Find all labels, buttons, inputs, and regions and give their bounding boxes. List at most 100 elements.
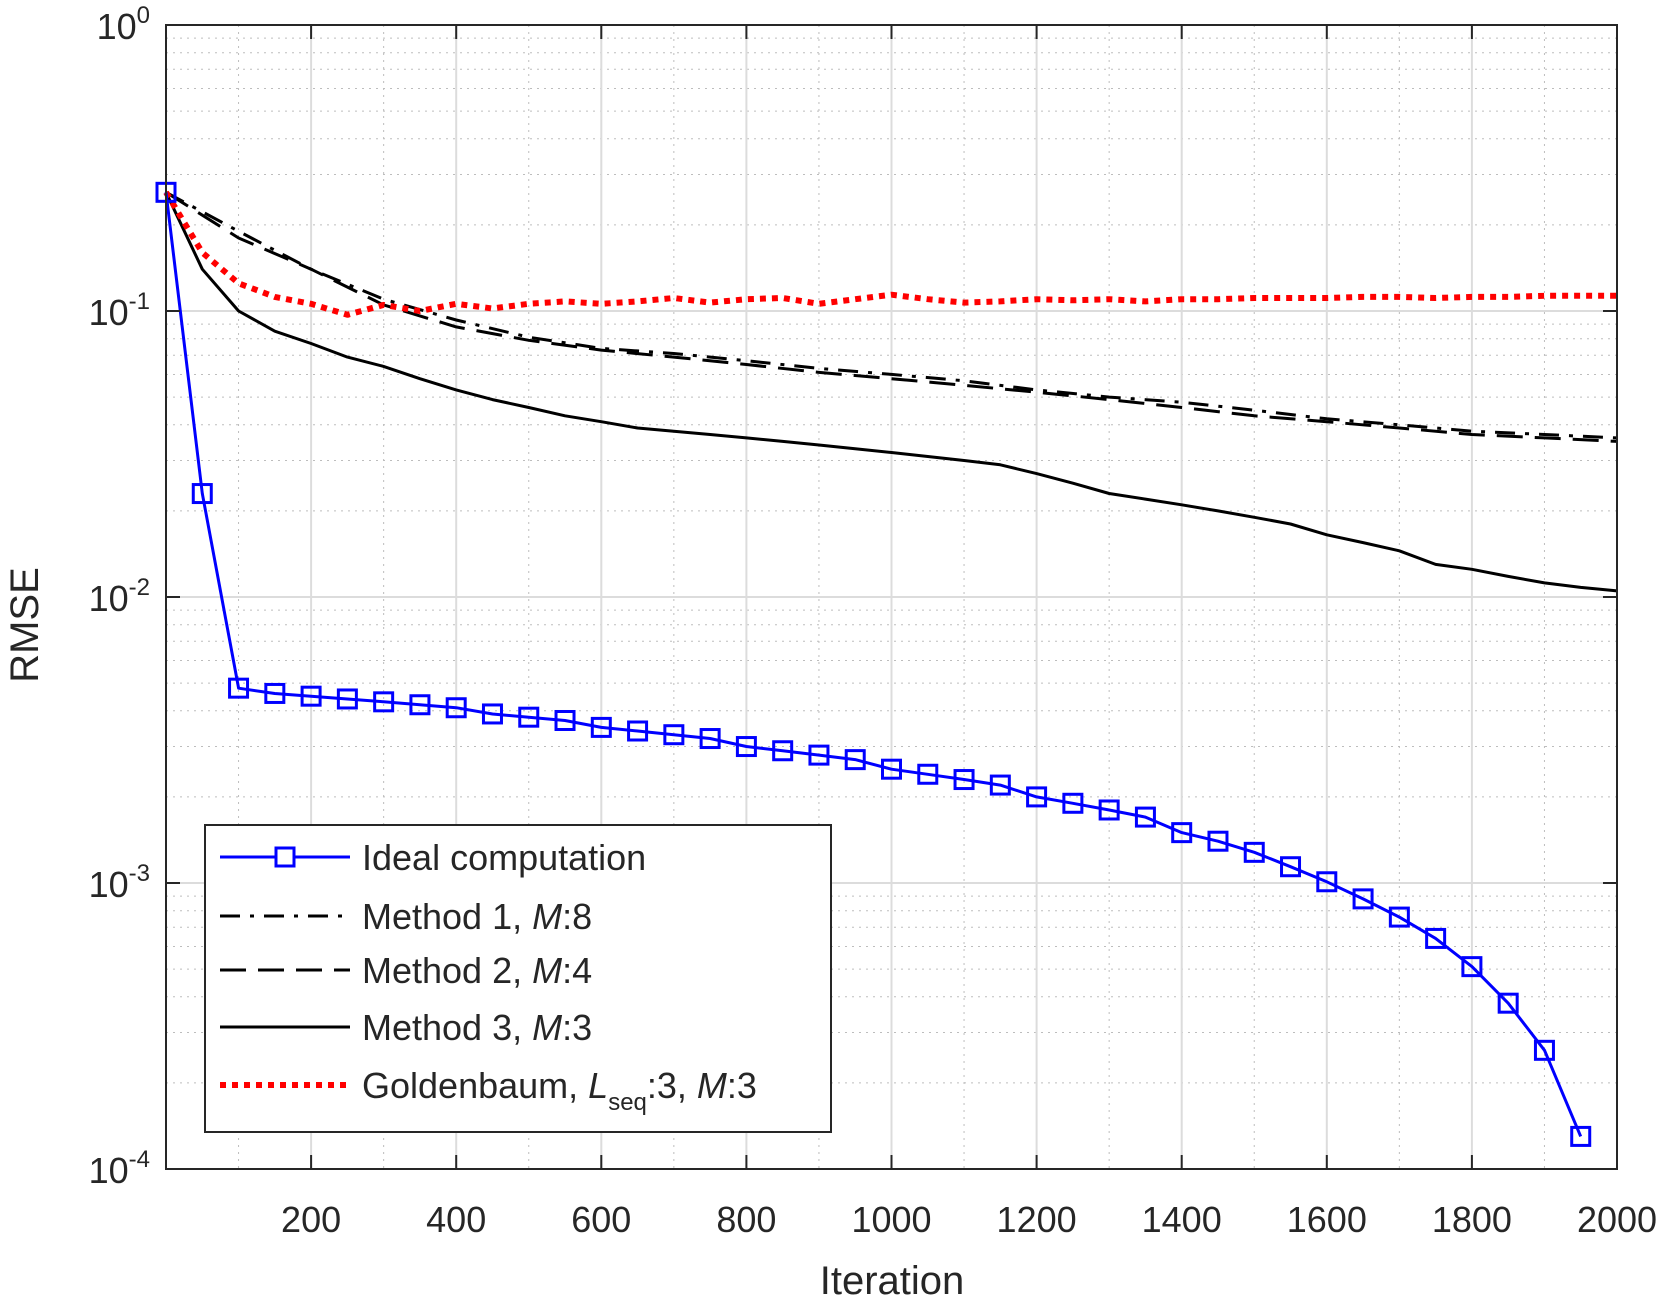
data-point-ideal	[953, 769, 975, 791]
legend-tail: :3	[562, 1007, 592, 1048]
data-point-ideal	[1098, 799, 1120, 821]
data-point-ideal	[409, 694, 431, 716]
y-tick-base: 10	[97, 6, 137, 47]
y-tick-label: 10-4	[89, 1146, 150, 1191]
y-tick-exponent: -3	[129, 860, 150, 887]
legend-italic: M	[532, 950, 562, 991]
data-point-ideal	[917, 763, 939, 785]
tick-marks	[166, 24, 1618, 1170]
data-point-ideal	[445, 697, 467, 719]
data-point-ideal	[264, 682, 286, 704]
x-tick-label: 200	[281, 1199, 341, 1240]
x-tick-label: 2000	[1577, 1199, 1657, 1240]
x-tick-labels: 200 400 600 800 1000 1200 1400 1600 1800 2000	[281, 1199, 1657, 1240]
data-point-ideal	[1316, 871, 1338, 893]
data-point-ideal	[590, 716, 612, 738]
y-tick-exponent: 0	[137, 2, 150, 29]
data-point-ideal	[1062, 792, 1084, 814]
legend-text: Goldenbaum,	[362, 1065, 588, 1106]
data-point-ideal	[1171, 822, 1193, 844]
legend-label-goldenbaum: Goldenbaum, Lseq:3, M:3	[362, 1065, 757, 1116]
y-tick-label: 10-2	[89, 574, 150, 619]
data-point-ideal	[1352, 888, 1374, 910]
legend-entry-ideal: Ideal computation	[220, 837, 646, 878]
series-ideal	[155, 181, 1592, 1147]
legend-text: Method 3,	[362, 1007, 532, 1048]
data-point-ideal	[989, 774, 1011, 796]
y-tick-exponent: -4	[129, 1146, 150, 1173]
legend-subscript: seq	[608, 1089, 647, 1116]
data-point-ideal	[663, 724, 685, 746]
series-line-method2	[165, 191, 1618, 443]
legend-text: Ideal computation	[362, 837, 646, 878]
y-axis-label: RMSE	[3, 567, 47, 683]
x-tick-label: 400	[426, 1199, 486, 1240]
data-point-ideal	[1207, 830, 1229, 852]
legend-tail-2: :3	[727, 1065, 757, 1106]
data-point-ideal	[1243, 841, 1265, 863]
legend-label-method3: Method 3, M:3	[362, 1007, 592, 1048]
legend-entry-method2: Method 2, M:4	[220, 950, 592, 991]
x-tick-label: 600	[571, 1199, 631, 1240]
y-tick-base: 10	[89, 1150, 129, 1191]
series-layer	[155, 181, 1618, 1147]
legend-entry-method1: Method 1, M:8	[220, 896, 592, 937]
data-point-ideal	[772, 740, 794, 762]
x-tick-label: 800	[716, 1199, 776, 1240]
data-point-ideal	[300, 685, 322, 707]
legend-italic: L	[588, 1065, 608, 1106]
y-tick-label: 10-3	[89, 860, 150, 905]
data-point-ideal	[881, 758, 902, 780]
data-point-ideal	[373, 691, 395, 713]
data-point-ideal	[191, 483, 213, 505]
y-tick-base: 10	[89, 864, 129, 905]
series-line-method3	[164, 191, 1618, 593]
series-goldenbaum	[163, 190, 1617, 318]
legend-label-ideal: Ideal computation	[362, 837, 646, 878]
legend-italic: M	[532, 896, 562, 937]
series-method2	[165, 191, 1618, 443]
data-point-ideal	[627, 720, 649, 742]
data-point-ideal	[336, 688, 358, 710]
legend-italic-2: M	[697, 1065, 727, 1106]
data-point-ideal	[554, 709, 576, 731]
x-tick-label: 1000	[851, 1199, 931, 1240]
legend-text: Method 1,	[362, 896, 532, 937]
data-point-ideal	[808, 744, 830, 766]
data-point-ideal	[1026, 786, 1048, 808]
y-tick-label: 100	[97, 2, 150, 47]
legend-marker-ideal	[274, 846, 296, 868]
data-point-ideal	[1533, 1039, 1555, 1061]
series-line-ideal	[164, 192, 1583, 1137]
legend-tail: :4	[562, 950, 592, 991]
series-line-goldenbaum	[163, 190, 1617, 318]
data-point-ideal	[1280, 856, 1302, 878]
y-tick-base: 10	[89, 578, 129, 619]
y-tick-label: 10-1	[89, 288, 150, 333]
y-tick-exponent: -2	[129, 574, 150, 601]
x-tick-label: 1800	[1432, 1199, 1512, 1240]
data-point-ideal	[1497, 992, 1519, 1014]
x-axis-label: Iteration	[820, 1259, 965, 1300]
data-point-ideal	[1388, 906, 1410, 928]
legend-entry-method3: Method 3, M:3	[220, 1007, 592, 1048]
legend-box	[204, 824, 832, 1133]
data-point-ideal	[735, 736, 757, 758]
data-point-ideal	[228, 677, 250, 699]
data-point-ideal	[1134, 806, 1156, 828]
legend-tail: :3,	[647, 1065, 697, 1106]
x-tick-label: 1400	[1142, 1199, 1222, 1240]
y-tick-base: 10	[89, 292, 129, 333]
data-point-ideal	[1461, 956, 1483, 978]
y-tick-exponent: -1	[129, 288, 150, 315]
legend-entry-goldenbaum: Goldenbaum, Lseq:3, M:3	[220, 1065, 757, 1116]
legend-label-method1: Method 1, M:8	[362, 896, 592, 937]
x-tick-label: 1200	[997, 1199, 1077, 1240]
legend-tail: :8	[562, 896, 592, 937]
data-point-ideal	[518, 706, 540, 728]
data-point-ideal	[844, 749, 866, 771]
data-point-ideal	[1570, 1125, 1592, 1147]
